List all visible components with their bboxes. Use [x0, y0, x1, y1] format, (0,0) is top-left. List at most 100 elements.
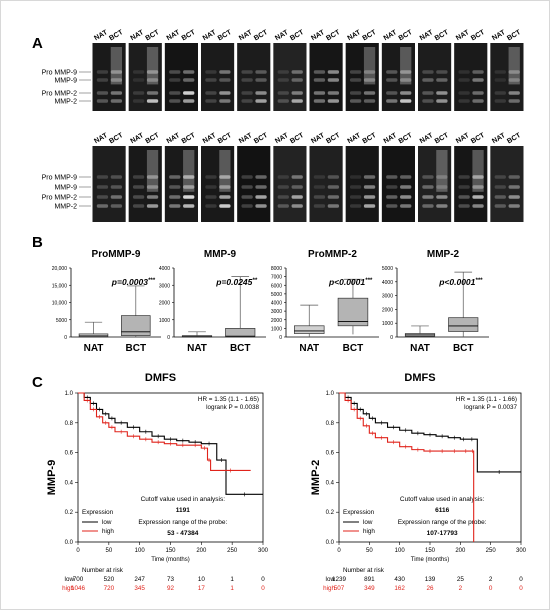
boxplot-tick-label: 3000 — [382, 294, 393, 300]
gel-band — [327, 195, 340, 199]
km-cutoff-value: 6116 — [435, 507, 449, 514]
km-y-tick-label: 0.4 — [326, 480, 335, 486]
km-y-tick-label: 0.8 — [326, 421, 335, 427]
boxplot-tick-label: 2000 — [159, 301, 170, 307]
lane-label-bct: BCT — [398, 29, 415, 43]
gel-band — [363, 91, 376, 95]
gel-band — [363, 78, 376, 82]
pvalue-text: p=0.0003 — [111, 277, 148, 287]
gel-band — [386, 195, 398, 199]
gel-band — [291, 70, 303, 74]
risk-high-value: 0 — [489, 585, 493, 592]
lane-label-bct: BCT — [506, 29, 523, 43]
gel-band — [169, 204, 181, 208]
lane-label-nat: NAT — [274, 132, 290, 145]
boxplot-group-label: BCT — [126, 343, 147, 354]
boxplot-tick-label: 3000 — [271, 309, 282, 315]
risk-low-value: 247 — [134, 576, 145, 583]
gel-smear — [183, 150, 195, 192]
lane-label-nat: NAT — [419, 132, 435, 145]
gel-band — [277, 185, 289, 189]
lane-label-nat: NAT — [274, 29, 290, 42]
gel-band — [96, 78, 109, 82]
gel-band — [110, 78, 123, 82]
km-y-tick-label: 0.2 — [65, 510, 74, 516]
boxplot-group-label: NAT — [299, 343, 319, 354]
gel-band — [205, 195, 217, 199]
lane-label-nat: NAT — [93, 29, 109, 42]
pvalue-stars: *** — [475, 278, 483, 284]
gel-band — [422, 195, 434, 199]
panel-a-letter: A — [32, 35, 43, 52]
gel-band — [494, 175, 506, 179]
km-y-tick-label: 0.6 — [65, 451, 74, 457]
gel-band — [458, 70, 470, 74]
gel-band — [219, 78, 231, 82]
risk-low-value: 891 — [364, 576, 375, 583]
gel-band — [277, 99, 289, 103]
gel-band — [169, 175, 181, 179]
gel-band — [327, 185, 340, 189]
gel-band — [110, 185, 123, 189]
lane-label-bct: BCT — [181, 132, 198, 146]
boxplot-tick-label: 2000 — [382, 307, 393, 313]
risk-high-value: 720 — [104, 585, 115, 592]
gel-band — [241, 204, 253, 208]
boxplot-tick-label: 1000 — [159, 318, 170, 324]
gel-smear — [436, 150, 448, 192]
lane-label-nat: NAT — [419, 29, 435, 42]
boxplot-tick-label: 1000 — [271, 326, 282, 332]
boxplot-box — [121, 315, 151, 336]
boxplot-pvalue: p<0.0001*** — [438, 277, 483, 287]
gel-band — [349, 185, 362, 189]
km-x-tick-label: 150 — [165, 548, 176, 554]
gel-band — [183, 99, 195, 103]
gel-band — [132, 204, 145, 208]
gel-band — [96, 91, 109, 95]
gel-band — [96, 99, 109, 103]
gel-band — [277, 78, 289, 82]
gel-band — [132, 91, 145, 95]
gel-lane-pair — [418, 146, 452, 222]
boxplot-tick-label: 0 — [390, 335, 393, 341]
boxplot-tick-label: 4000 — [159, 266, 170, 272]
gel-band — [327, 91, 340, 95]
risk-low-value: 73 — [167, 576, 175, 583]
gel-band — [241, 70, 253, 74]
pvalue-stars: *** — [148, 278, 156, 284]
gel-lane-pair — [92, 146, 126, 222]
lane-label-bct: BCT — [470, 132, 487, 146]
lane-label-nat: NAT — [310, 29, 326, 42]
boxplot-tick-label: 10,000 — [52, 301, 68, 307]
gel-lane-pair — [309, 146, 343, 222]
gel-band — [508, 204, 520, 208]
gel-band — [110, 70, 123, 74]
risk-high-value: 349 — [364, 585, 375, 592]
gel-band — [183, 175, 195, 179]
lane-label-bct: BCT — [398, 132, 415, 146]
km-x-tick-label: 150 — [425, 548, 436, 554]
gel-band — [472, 99, 484, 103]
lane-label-bct: BCT — [506, 132, 523, 146]
risk-low-value: 430 — [394, 576, 405, 583]
km-x-tick-label: 50 — [366, 548, 373, 554]
gel-band — [110, 175, 123, 179]
gel-band — [349, 78, 362, 82]
gel-band — [291, 185, 303, 189]
gel-band — [110, 99, 123, 103]
km-range-value: 107-17793 — [427, 530, 458, 537]
gel-band — [400, 195, 412, 199]
gel-band — [327, 78, 340, 82]
gel-band — [436, 70, 448, 74]
gel-band — [205, 99, 217, 103]
lane-label-bct: BCT — [217, 29, 234, 43]
boxplot-tick-label: 4000 — [271, 301, 282, 307]
risk-title: Number at risk — [343, 567, 385, 574]
km-legend-title: Expression — [82, 509, 114, 516]
lane-label-nat: NAT — [455, 29, 471, 42]
km-logrank: logrank P = 0.0038 — [206, 404, 259, 411]
gel-band — [422, 204, 434, 208]
band-label: MMP-9 — [54, 185, 77, 192]
gel-band — [508, 175, 520, 179]
gel-band — [363, 185, 376, 189]
